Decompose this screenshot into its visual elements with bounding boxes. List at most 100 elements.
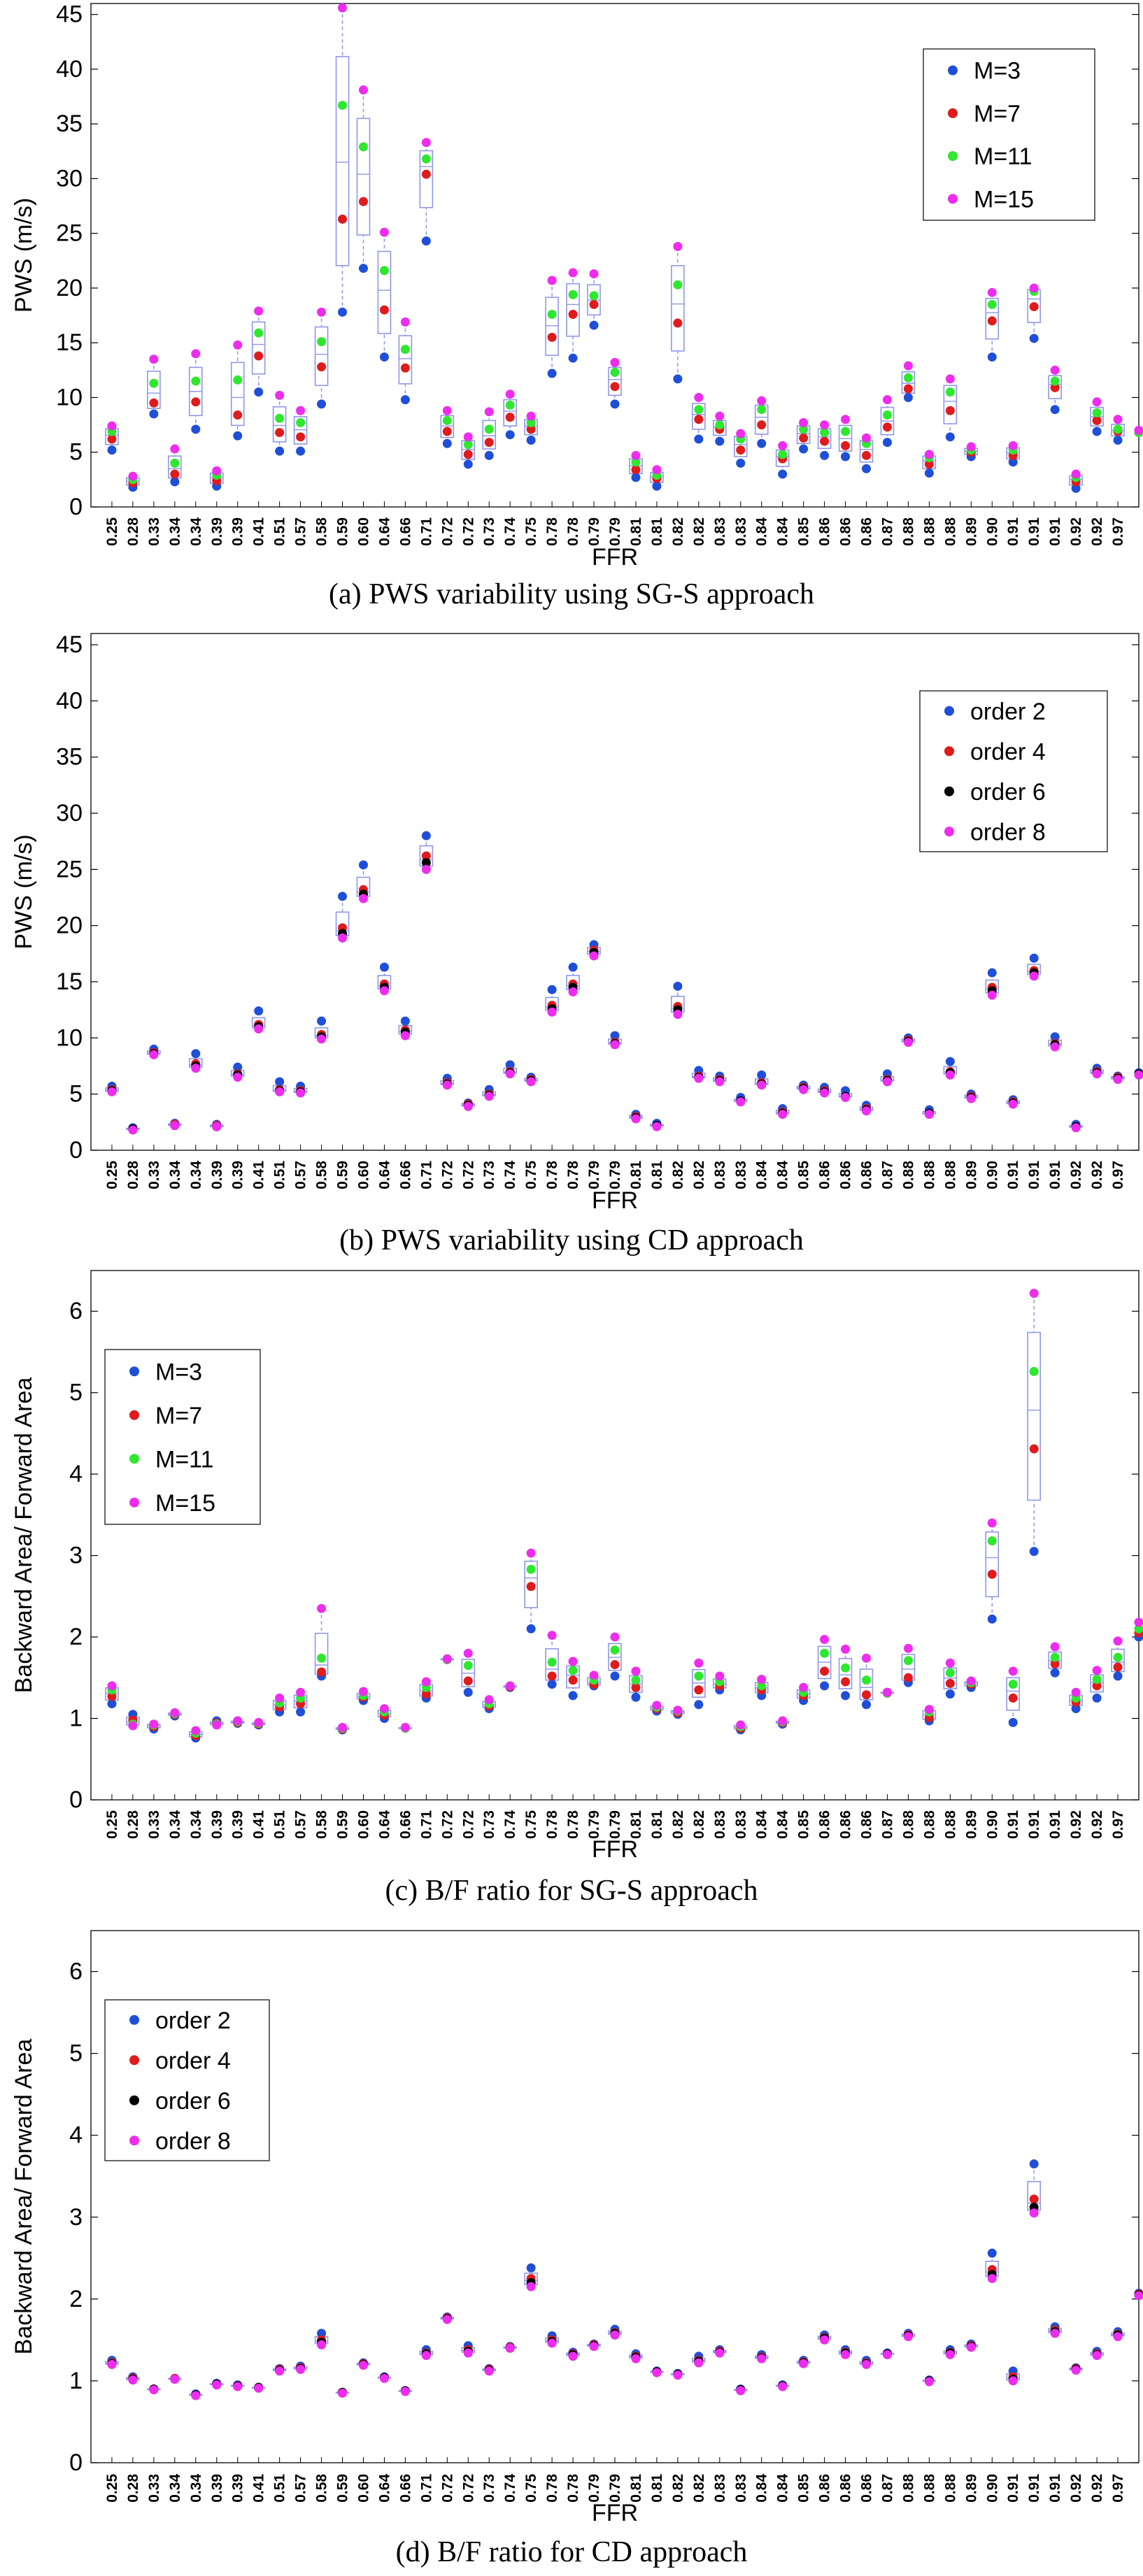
chart-a-plot: 0 5 10 15 20 25 30 35 40 45 PWS (m/s) FFR 0.25 0.28 0.… [10, 1, 1143, 571]
point-m-3 [757, 438, 767, 448]
point-order-8 [882, 1077, 892, 1087]
x-tick-label: 0.64 [376, 1810, 392, 1839]
point-m-11 [610, 1645, 620, 1655]
point-m-11 [547, 1657, 557, 1667]
x-tick-label: 0.39 [209, 1810, 225, 1839]
point-order-8 [149, 2385, 159, 2395]
point-m-7 [862, 450, 872, 460]
point-m-3 [694, 434, 704, 444]
point-m-11 [694, 1671, 704, 1681]
x-tick-label: 0.86 [838, 1161, 854, 1189]
x-tick-label: 0.86 [817, 1810, 833, 1839]
box [440, 415, 455, 438]
x-tick-label: 0.57 [293, 2474, 309, 2503]
point-m-11 [338, 101, 348, 110]
panel-c: 0 1 2 3 4 5 6 Backward Area/ Forward Area FFR 0.2… [0, 1266, 1143, 1916]
point-m-15 [673, 1705, 683, 1715]
y-tick-label: 1 [69, 2368, 83, 2394]
point-m-3 [275, 446, 285, 456]
point-m-7 [1092, 1681, 1102, 1691]
point-m-11 [526, 1564, 536, 1574]
point-m-3 [338, 307, 348, 317]
x-tick-label: 0.51 [272, 1161, 288, 1189]
x-tick-label: 0.39 [230, 1161, 246, 1189]
point-order-8 [903, 2332, 913, 2342]
legend-marker-m-3 [948, 65, 958, 76]
x-tick-label: 0.79 [607, 1810, 623, 1839]
point-m-3 [673, 374, 683, 384]
x-tick-label: 0.34 [167, 2474, 183, 2503]
y-tick-label: 25 [56, 220, 83, 247]
point-m-7 [421, 169, 431, 179]
point-m-7 [400, 363, 410, 373]
x-tick-label: 0.86 [838, 1810, 854, 1839]
point-m-3 [841, 452, 851, 461]
y-tick-label: 10 [56, 1024, 83, 1051]
point-m-7 [945, 1678, 955, 1688]
x-tick-label: 0.66 [397, 517, 413, 546]
point-m-15 [1113, 415, 1123, 424]
y-axis-label: Backward Area/ Forward Area [10, 1378, 37, 1694]
point-m-15 [400, 1722, 410, 1732]
x-tick-label: 0.51 [272, 1810, 288, 1839]
point-m-7 [862, 1690, 872, 1700]
x-tick-label: 0.57 [293, 517, 309, 546]
x-tick-label: 0.84 [754, 2474, 770, 2503]
point-order-8 [673, 2370, 683, 2380]
point-order-8 [757, 2354, 767, 2363]
point-order-8 [757, 1080, 767, 1090]
x-tick-label: 0.88 [921, 2474, 937, 2503]
x-tick-label: 0.90 [984, 517, 1000, 546]
point-order-2 [505, 1060, 515, 1070]
x-tick-label: 0.79 [586, 2474, 602, 2503]
point-m-7 [526, 1582, 536, 1591]
point-m-7 [296, 432, 306, 442]
point-m-15 [903, 361, 913, 371]
point-order-8 [338, 933, 348, 943]
point-order-8 [966, 1094, 976, 1103]
point-m-15 [757, 396, 767, 406]
point-order-8 [1050, 1042, 1060, 1052]
point-m-15 [526, 1548, 536, 1558]
point-m-15 [254, 1717, 264, 1727]
point-order-8 [694, 1073, 704, 1083]
x-tick-label: 0.72 [439, 517, 455, 546]
point-order-8 [1092, 2351, 1102, 2361]
box [692, 403, 706, 430]
x-tick-label: 0.86 [859, 1810, 875, 1839]
x-tick-label: 0.78 [544, 2474, 560, 2503]
legend-label-order-6: order 6 [155, 2088, 231, 2115]
point-m-11 [317, 1653, 327, 1663]
x-tick-label: 0.92 [1089, 517, 1105, 546]
point-order-8 [799, 2359, 809, 2368]
point-m-15 [778, 441, 788, 450]
point-m-15 [652, 465, 662, 475]
x-tick-label: 0.88 [900, 1810, 916, 1839]
point-order-8 [631, 2354, 641, 2363]
point-m-7 [568, 310, 578, 320]
legend-marker-m-11 [129, 1454, 139, 1464]
x-tick-label: 0.57 [293, 1161, 309, 1189]
point-m-3 [1050, 405, 1060, 415]
x-tick-label: 0.87 [879, 1810, 895, 1839]
point-order-8 [526, 1077, 536, 1087]
point-order-8 [547, 1007, 557, 1017]
point-order-2 [757, 1070, 767, 1080]
x-tick-label: 0.72 [439, 1161, 455, 1189]
point-m-3 [526, 436, 536, 445]
x-tick-label: 0.88 [942, 1810, 958, 1839]
point-m-7 [694, 1685, 704, 1695]
x-tick-label: 0.33 [146, 1810, 162, 1839]
point-m-15 [1113, 1636, 1123, 1646]
point-m-11 [862, 1675, 872, 1685]
x-tick-label: 0.89 [963, 1810, 979, 1839]
point-m-15 [463, 432, 473, 442]
box [545, 296, 559, 357]
point-m-11 [945, 1668, 955, 1677]
x-tick-label: 0.82 [691, 1810, 707, 1839]
legend-label-m-3: M=3 [155, 1359, 202, 1385]
point-m-15 [841, 1645, 851, 1654]
point-order-4 [421, 851, 431, 861]
point-m-11 [254, 328, 264, 338]
y-tick-label: 40 [56, 56, 83, 83]
